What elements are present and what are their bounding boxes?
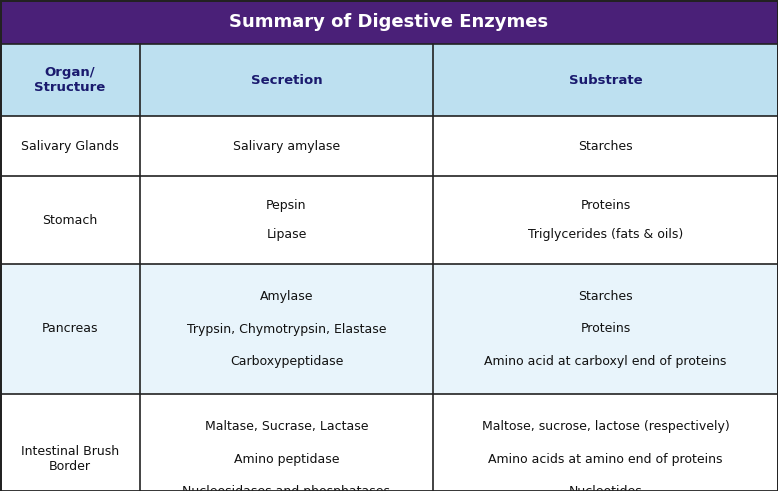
Bar <box>140 264 433 394</box>
Bar <box>0 116 140 176</box>
Text: Summary of Digestive Enzymes: Summary of Digestive Enzymes <box>230 13 548 31</box>
Text: Pancreas: Pancreas <box>42 323 98 335</box>
Text: Substrate: Substrate <box>569 74 643 86</box>
Text: Starches: Starches <box>578 139 633 153</box>
Bar <box>0 264 140 394</box>
Bar <box>433 394 778 491</box>
Text: Proteins: Proteins <box>580 323 631 335</box>
Bar <box>0 0 778 44</box>
Bar <box>140 394 433 491</box>
Text: Lipase: Lipase <box>266 228 307 241</box>
Text: Nucleosidases and phosphatases: Nucleosidases and phosphatases <box>183 485 391 491</box>
Bar <box>433 116 778 176</box>
Text: Trypsin, Chymotrypsin, Elastase: Trypsin, Chymotrypsin, Elastase <box>187 323 386 335</box>
Bar <box>140 116 433 176</box>
Bar <box>140 176 433 264</box>
Bar <box>0 394 140 491</box>
Text: Triglycerides (fats & oils): Triglycerides (fats & oils) <box>528 228 683 241</box>
Text: Maltose, sucrose, lactose (respectively): Maltose, sucrose, lactose (respectively) <box>482 420 729 433</box>
Text: Maltase, Sucrase, Lactase: Maltase, Sucrase, Lactase <box>205 420 368 433</box>
Text: Amino acids at amino end of proteins: Amino acids at amino end of proteins <box>489 453 723 465</box>
Text: Secretion: Secretion <box>251 74 322 86</box>
Text: Pepsin: Pepsin <box>266 199 307 212</box>
Text: Salivary amylase: Salivary amylase <box>233 139 340 153</box>
Text: Intestinal Brush
Border: Intestinal Brush Border <box>21 445 119 473</box>
Text: Amino peptidase: Amino peptidase <box>233 453 339 465</box>
Text: Amino acid at carboxyl end of proteins: Amino acid at carboxyl end of proteins <box>485 355 727 368</box>
Bar <box>0 176 140 264</box>
Bar <box>433 264 778 394</box>
Bar <box>0 44 140 116</box>
Bar <box>433 176 778 264</box>
Text: Amylase: Amylase <box>260 290 314 303</box>
Bar <box>433 44 778 116</box>
Text: Salivary Glands: Salivary Glands <box>21 139 119 153</box>
Text: Proteins: Proteins <box>580 199 631 212</box>
Bar <box>140 44 433 116</box>
Text: Organ/
Structure: Organ/ Structure <box>34 66 106 94</box>
Text: Carboxypeptidase: Carboxypeptidase <box>230 355 343 368</box>
Text: Stomach: Stomach <box>42 214 97 226</box>
Text: Nucleotides: Nucleotides <box>569 485 643 491</box>
Text: Starches: Starches <box>578 290 633 303</box>
